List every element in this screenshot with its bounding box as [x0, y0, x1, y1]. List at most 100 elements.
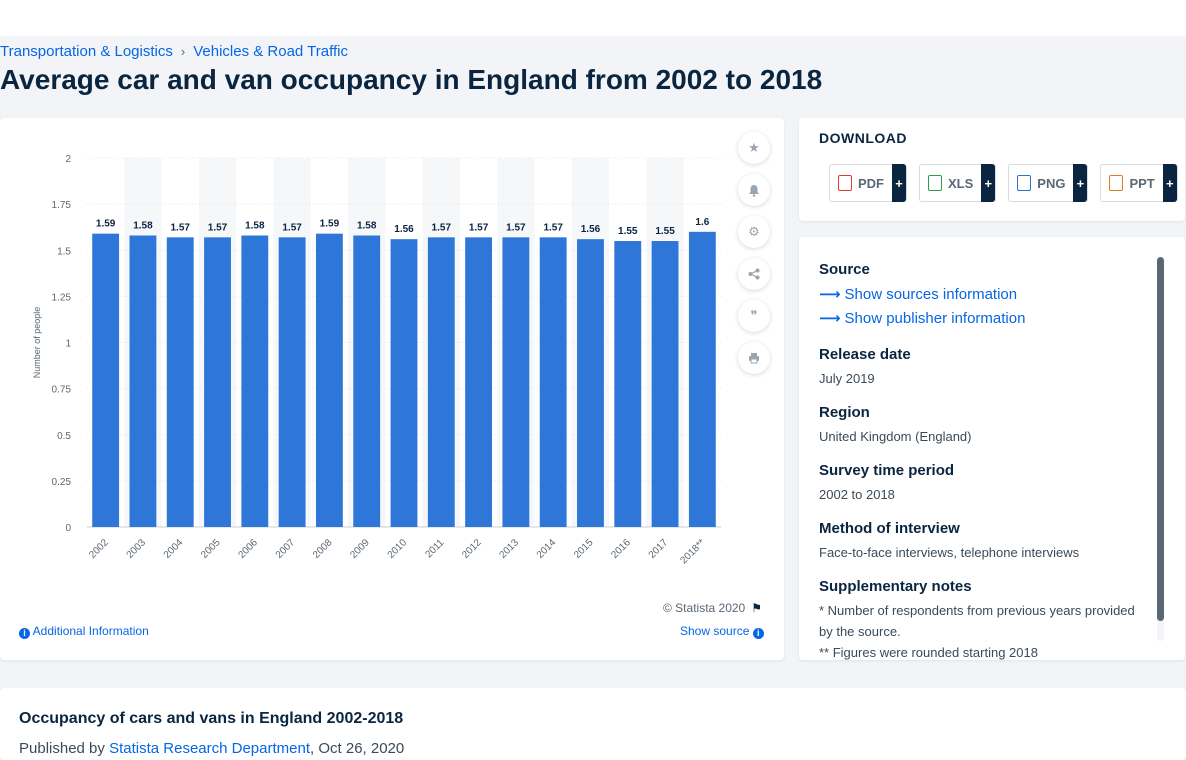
download-pdf-label: PDF — [858, 176, 884, 191]
additional-info-link[interactable]: i Additional Information — [19, 624, 149, 639]
top-bar — [0, 0, 1186, 36]
ppt-file-icon — [1109, 175, 1123, 191]
additional-info-label: Additional Information — [33, 624, 149, 638]
download-title: DOWNLOAD — [819, 130, 907, 146]
source-heading: Source — [819, 261, 1139, 278]
x-tick-label: 2008 — [311, 537, 335, 561]
chart-toolbar: ★ ⚙ ❞ — [738, 132, 770, 374]
bar-chart: 0 0.25 0.5 0.75 1 1.25 1.5 1.75 2 Number of peopl… — [0, 118, 730, 598]
x-tick-label: 2014 — [535, 537, 559, 561]
x-tick-label: 2016 — [609, 537, 633, 561]
region-value: United Kingdom (England) — [819, 426, 1139, 447]
notes-heading: Supplementary notes — [819, 578, 1139, 595]
y-tick-label: 1 — [65, 339, 71, 350]
bar — [353, 235, 380, 527]
download-ppt-button[interactable]: PPT + — [1100, 164, 1177, 202]
method-heading: Method of interview — [819, 520, 1139, 537]
bar — [502, 237, 529, 527]
xls-file-icon — [928, 175, 942, 191]
show-sources-label: Show sources information — [845, 286, 1018, 303]
publisher-link[interactable]: Statista Research Department — [109, 740, 310, 757]
download-buttons: PDF + XLS + PNG + PPT + — [829, 164, 1178, 202]
data-label: 1.59 — [320, 219, 340, 230]
show-sources-link[interactable]: ⟶ Show sources information — [819, 283, 1139, 307]
scrollbar-thumb[interactable] — [1157, 257, 1164, 621]
data-label: 1.57 — [506, 222, 526, 233]
quote-icon[interactable]: ❞ — [738, 300, 770, 332]
bar — [241, 235, 268, 527]
info-icon: i — [753, 628, 764, 639]
x-tick-label: 2017 — [647, 537, 671, 561]
chart-card: 0 0.25 0.5 0.75 1 1.25 1.5 1.75 2 Number of peopl… — [0, 118, 784, 660]
show-source-link[interactable]: Show source i — [680, 624, 764, 639]
published-by: Published by Statista Research Departmen… — [19, 740, 404, 757]
data-label: 1.59 — [96, 219, 116, 230]
y-axis-label: Number of people — [32, 307, 42, 379]
download-png-button[interactable]: PNG + — [1008, 164, 1088, 202]
plus-icon: + — [1163, 164, 1177, 202]
y-tick-label: 1.75 — [52, 200, 72, 211]
bar — [689, 232, 716, 527]
download-xls-button[interactable]: XLS + — [919, 164, 996, 202]
footer-title: Occupancy of cars and vans in England 20… — [19, 710, 403, 728]
data-label: 1.58 — [245, 220, 265, 231]
x-tick-label: 2006 — [236, 537, 260, 561]
source-section: Source ⟶ Show sources information ⟶ Show p… — [819, 261, 1139, 331]
bar — [130, 235, 157, 527]
notes-section: Supplementary notes * Number of responde… — [819, 578, 1139, 660]
data-label: 1.56 — [394, 224, 414, 235]
favorite-star-icon[interactable]: ★ — [738, 132, 770, 164]
plus-icon: + — [981, 164, 995, 202]
y-tick-label: 0.75 — [52, 385, 72, 396]
published-by-label: Published by — [19, 740, 105, 757]
breadcrumb: Transportation & Logistics › Vehicles & … — [0, 43, 348, 60]
bar — [167, 237, 194, 527]
copyright-label: © Statista 2020 — [663, 601, 745, 615]
bar — [391, 239, 418, 527]
download-xls-label: XLS — [948, 176, 973, 191]
show-publisher-link[interactable]: ⟶ Show publisher information — [819, 307, 1139, 331]
breadcrumb-transportation[interactable]: Transportation & Logistics — [0, 43, 173, 60]
settings-gear-icon[interactable]: ⚙ — [738, 216, 770, 248]
breadcrumb-separator: › — [181, 44, 185, 59]
bar — [92, 234, 119, 527]
x-tick-label: 2002 — [87, 537, 111, 561]
release-heading: Release date — [819, 346, 1139, 363]
data-label: 1.58 — [133, 220, 153, 231]
notes-value-1: * Number of respondents from previous ye… — [819, 600, 1139, 642]
method-section: Method of interview Face-to-face intervi… — [819, 520, 1139, 563]
release-section: Release date July 2019 — [819, 346, 1139, 389]
bar — [465, 237, 492, 527]
y-tick-label: 1.5 — [57, 246, 71, 257]
y-tick-label: 2 — [65, 154, 71, 165]
png-file-icon — [1017, 175, 1031, 191]
copyright-text: © Statista 2020 ⚑ — [663, 601, 762, 615]
data-label: 1.57 — [543, 222, 563, 233]
data-label: 1.6 — [695, 217, 709, 228]
x-tick-label: 2015 — [572, 537, 596, 561]
show-publisher-label: Show publisher information — [845, 310, 1026, 327]
data-label: 1.57 — [469, 222, 489, 233]
x-tick-label: 2005 — [199, 537, 223, 561]
survey-value: 2002 to 2018 — [819, 484, 1139, 505]
download-png-label: PNG — [1037, 176, 1065, 191]
share-icon[interactable] — [738, 258, 770, 290]
x-tick-label: 2003 — [125, 537, 149, 561]
download-card: DOWNLOAD PDF + XLS + PNG + PPT + — [799, 118, 1185, 221]
print-icon[interactable] — [738, 342, 770, 374]
x-tick-label: 2009 — [348, 537, 372, 561]
source-info-content: Source ⟶ Show sources information ⟶ Show p… — [819, 261, 1139, 660]
source-info-card: Source ⟶ Show sources information ⟶ Show p… — [799, 237, 1185, 660]
scrollbar[interactable] — [1157, 257, 1164, 641]
bar — [279, 237, 306, 527]
x-tick-label: 2012 — [460, 537, 484, 561]
notification-bell-icon[interactable] — [738, 174, 770, 206]
y-tick-label: 1.25 — [52, 292, 72, 303]
download-pdf-button[interactable]: PDF + — [829, 164, 907, 202]
info-icon: i — [19, 628, 30, 639]
bar — [577, 239, 604, 527]
survey-heading: Survey time period — [819, 462, 1139, 479]
data-label: 1.57 — [282, 222, 302, 233]
flag-icon[interactable]: ⚑ — [751, 601, 762, 615]
breadcrumb-vehicles[interactable]: Vehicles & Road Traffic — [193, 43, 348, 60]
